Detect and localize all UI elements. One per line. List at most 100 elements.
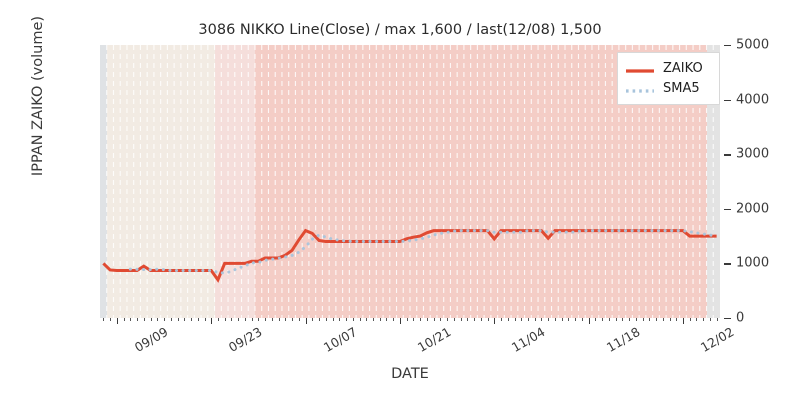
x-tick-minor [548,318,550,321]
y-tick-mark [724,263,731,265]
x-tick-minor [278,318,280,321]
x-tick-major [305,318,307,324]
x-tick-minor [244,318,246,321]
y-tick-label: 5000 [736,37,770,53]
x-tick-minor [157,318,159,321]
x-tick-minor [689,318,691,321]
x-tick-minor [480,318,482,321]
y-tick-mark [724,154,731,156]
x-tick-label: 09/23 [226,324,265,356]
x-tick-minor [319,318,320,321]
x-tick-minor [575,318,577,321]
x-tick-major [116,318,119,324]
x-tick-minor [265,318,267,321]
x-tick-minor [292,318,294,321]
x-tick-minor [231,318,233,321]
x-tick-minor [669,318,671,321]
x-tick-minor [366,318,368,321]
x-tick-minor [615,318,617,321]
x-tick-label: 11/04 [509,324,548,356]
x-tick-minor [656,318,657,321]
x-tick-minor [420,318,422,321]
y-tick-label: 3000 [736,146,770,162]
legend-label-sma5: SMA5 [663,80,700,96]
x-tick-minor [325,318,327,321]
x-tick-minor [474,318,475,321]
x-tick-minor [103,318,105,321]
x-tick-minor [514,318,516,321]
x-tick-minor [709,318,711,321]
x-tick-minor [467,318,469,321]
x-tick-minor [635,318,637,321]
x-tick-minor [561,318,563,321]
x-tick-minor [527,318,529,321]
x-tick-minor [602,318,604,321]
y-tick-label: 1000 [736,255,770,271]
x-tick-minor [352,318,354,321]
x-tick-minor [339,318,341,321]
x-tick-minor [312,318,314,321]
chart-title: 3086 NIKKO Line(Close) / max 1,600 / las… [198,22,602,38]
x-tick-minor [554,318,556,321]
x-tick-minor [143,318,145,321]
x-tick-major [588,318,590,324]
legend-item-zaiko: ZAIKO [625,58,712,78]
x-tick-minor [426,318,428,321]
x-tick-minor [568,318,570,321]
x-tick-major [211,318,213,324]
x-tick-minor [622,318,624,321]
x-tick-minor [453,318,455,321]
y-tick-mark [724,45,731,47]
x-tick-minor [359,318,361,321]
x-tick-minor [507,318,509,321]
x-tick-minor [487,318,489,321]
x-tick-minor [251,318,253,321]
x-tick-minor [258,318,260,321]
x-tick-minor [285,318,287,321]
x-tick-minor [696,318,698,321]
x-tick-minor [150,318,152,321]
background-band [100,45,107,318]
x-tick-minor [204,318,206,321]
x-tick-label: 10/07 [320,324,360,356]
y-tick-label: 0 [736,310,745,326]
y-tick-label: 4000 [736,92,770,108]
x-tick-label: 10/21 [414,324,454,356]
x-tick-minor [332,318,334,321]
y-tick-mark [724,208,731,211]
x-tick-minor [170,318,172,321]
x-tick-minor [447,318,449,321]
x-tick-major [494,318,496,324]
x-tick-minor [130,318,132,321]
x-tick-minor [197,318,199,321]
x-tick-minor [110,318,112,321]
x-tick-minor [298,318,300,321]
x-tick-minor [191,318,192,321]
x-tick-minor [177,318,179,321]
x-tick-minor [372,318,374,321]
x-tick-minor [642,318,644,321]
legend-item-sma5: SMA5 [625,78,712,98]
x-tick-minor [440,318,442,321]
x-tick-minor [662,318,664,321]
chart-legend: ZAIKO SMA5 [617,52,720,105]
x-tick-label: 11/18 [603,324,643,356]
x-axis-label: DATE [391,366,429,382]
x-tick-minor [581,318,583,321]
x-tick-minor [217,318,219,321]
x-tick-minor [521,318,523,321]
x-tick-minor [716,318,718,321]
x-tick-minor [137,318,139,321]
legend-label-zaiko: ZAIKO [663,60,703,76]
x-tick-minor [629,318,630,321]
x-tick-minor [406,318,408,321]
x-tick-minor [595,318,597,321]
x-tick-minor [501,318,502,321]
legend-swatch-zaiko [625,62,655,74]
x-tick-minor [649,318,651,321]
x-tick-minor [184,318,186,321]
x-tick-minor [379,318,381,321]
legend-swatch-sma5 [625,82,655,94]
y-tick-label: 2000 [736,201,770,217]
